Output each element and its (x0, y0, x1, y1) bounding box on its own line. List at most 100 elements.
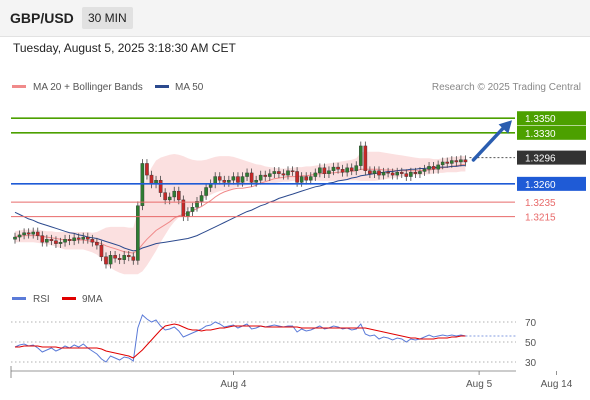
candle-body (222, 180, 227, 183)
candle-body (349, 167, 354, 171)
bollinger-band (15, 151, 466, 275)
candle (217, 172, 222, 185)
level-label: 1.3330 (525, 129, 556, 140)
candle-body (104, 256, 108, 265)
candle-body (286, 170, 290, 176)
candle-body (268, 173, 272, 177)
candle (404, 169, 409, 181)
level-label: 1.3235 (525, 198, 556, 209)
candle-body (163, 192, 167, 201)
candle (22, 228, 26, 240)
candle (67, 234, 72, 246)
candle-body (63, 239, 67, 243)
legend-ma50-label: MA 50 (175, 82, 204, 93)
candle-body (240, 176, 245, 183)
interval-button[interactable]: 30 MIN (82, 7, 133, 29)
candle-body (436, 164, 440, 170)
candle (195, 196, 199, 212)
ma20-line (15, 163, 466, 254)
candle (277, 167, 281, 179)
candle (377, 166, 381, 180)
candle-body (35, 231, 40, 236)
candle-body (313, 172, 318, 177)
level-tag (517, 111, 586, 126)
candle (459, 155, 463, 167)
candle-body (45, 239, 49, 243)
candle-body (340, 169, 345, 173)
candle (108, 250, 113, 269)
candle-body (158, 180, 163, 193)
candle (49, 234, 54, 246)
candle-body (176, 190, 181, 201)
candle (345, 163, 349, 177)
candle-body (459, 159, 463, 163)
forecast-arrow (471, 124, 507, 162)
candle-body (108, 255, 113, 265)
candle-body (336, 166, 340, 170)
candle-body (281, 173, 286, 176)
candle (40, 231, 45, 247)
candle-body (195, 201, 199, 208)
candle (54, 236, 58, 249)
candle-body (54, 240, 58, 244)
level-tag (517, 125, 586, 140)
candle-body (450, 160, 454, 164)
x-tick-label: Aug 14 (541, 379, 573, 390)
candle-body (113, 255, 117, 259)
candle-body (81, 236, 86, 240)
candle (95, 237, 99, 250)
candle (386, 167, 390, 178)
candle (336, 162, 340, 174)
candle-body (245, 172, 249, 177)
candle (122, 250, 126, 265)
level-label: 1.3296 (525, 154, 556, 165)
candle (72, 233, 76, 246)
candle (372, 166, 377, 179)
candle (85, 232, 90, 244)
candle-body (381, 171, 386, 176)
candle (35, 227, 40, 240)
candle (81, 232, 86, 244)
candle (117, 253, 122, 265)
candle (427, 161, 431, 174)
candle-body (413, 171, 418, 174)
candle-body (145, 163, 149, 176)
x-tick-label: Aug 5 (466, 379, 493, 390)
rsi-9ma-line (15, 323, 466, 359)
candle (413, 167, 418, 179)
candle-body (126, 255, 131, 257)
rsi-line (14, 314, 466, 363)
candle (31, 227, 36, 239)
rsi-tick-label: 50 (525, 338, 537, 349)
candle-body (122, 255, 126, 260)
rsi-tick-label: 30 (525, 358, 537, 369)
candle-body (22, 232, 26, 236)
candle (281, 169, 286, 180)
candle-body (67, 239, 72, 241)
candle (268, 169, 272, 181)
candle (272, 167, 277, 179)
candle (176, 186, 181, 205)
candle-body (363, 145, 368, 171)
candle (222, 175, 227, 187)
candle (145, 159, 149, 180)
level-tag (517, 176, 586, 191)
candle-body (331, 166, 336, 171)
candle (158, 175, 163, 197)
candle-body (290, 170, 295, 172)
candle-body (427, 166, 431, 170)
candle (76, 233, 81, 244)
candle (204, 183, 208, 200)
candle-body (440, 161, 445, 166)
candle-body (304, 176, 309, 181)
candle-body (172, 190, 177, 198)
candle (390, 168, 395, 180)
candle-body (322, 167, 327, 174)
candle-body (136, 205, 140, 261)
candle-body (386, 171, 390, 174)
level-tag (517, 150, 586, 165)
candle (304, 172, 309, 185)
credit-text: Research © 2025 Trading Central (432, 82, 581, 93)
candle (318, 163, 322, 178)
candle-body (13, 236, 17, 240)
